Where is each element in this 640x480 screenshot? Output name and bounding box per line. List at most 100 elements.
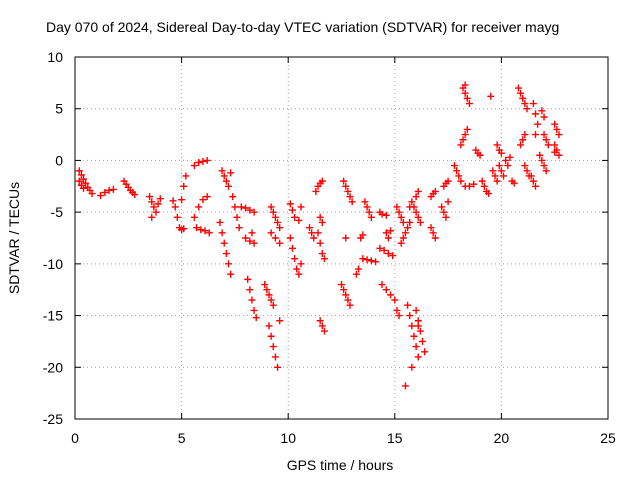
data-point [485, 190, 493, 198]
data-point [246, 237, 254, 245]
data-point [246, 286, 254, 294]
data-point [205, 229, 213, 237]
data-point [318, 250, 326, 258]
data-point [410, 332, 418, 340]
data-point [489, 167, 497, 175]
data-point [148, 213, 156, 221]
data-point [382, 229, 390, 237]
data-point [75, 167, 83, 175]
data-point [203, 193, 211, 201]
data-point [218, 167, 226, 175]
data-point [500, 172, 508, 180]
y-axis: 10 5 0 -5 -10 -15 -20 -25 [43, 49, 608, 427]
data-point [414, 187, 422, 195]
data-point [470, 180, 478, 188]
data-point [242, 204, 250, 212]
x-tick-label: 25 [600, 430, 616, 446]
data-point [276, 317, 284, 325]
data-point [248, 229, 256, 237]
data-point [269, 343, 277, 351]
data-point [227, 270, 235, 278]
data-point [80, 175, 88, 183]
data-point [320, 327, 328, 335]
data-point [195, 203, 203, 211]
data-point [442, 213, 450, 221]
data-point [540, 113, 548, 121]
data-point [391, 296, 399, 304]
data-point [521, 100, 529, 108]
data-point [359, 231, 367, 239]
data-point [352, 270, 360, 278]
y-tick-label: 0 [55, 152, 63, 168]
data-point [521, 162, 529, 170]
data-point [414, 213, 422, 221]
data-point [455, 172, 463, 180]
data-point [288, 206, 296, 214]
data-point [355, 265, 363, 273]
data-point [265, 322, 273, 330]
data-point [382, 286, 390, 294]
data-point [487, 92, 495, 100]
data-point [387, 227, 395, 235]
data-point [401, 229, 409, 237]
data-point [346, 301, 354, 309]
data-point [461, 81, 469, 89]
data-point [555, 151, 563, 159]
data-point [444, 177, 452, 185]
data-point [180, 225, 188, 233]
x-tick-label: 20 [494, 430, 510, 446]
data-point [506, 153, 514, 161]
data-point [199, 196, 207, 204]
data-point [523, 105, 531, 113]
data-point [154, 200, 162, 208]
data-point [408, 322, 416, 330]
data-point [401, 382, 409, 390]
y-tick-label: -20 [43, 359, 63, 375]
data-point [225, 182, 233, 190]
data-point [286, 200, 294, 208]
data-point [105, 186, 113, 194]
data-point [203, 156, 211, 164]
data-point [465, 100, 473, 108]
data-point [82, 179, 90, 187]
data-point [250, 208, 258, 216]
data-point [399, 234, 407, 242]
data-point [529, 100, 537, 108]
data-point [412, 193, 420, 201]
data-point [431, 187, 439, 195]
data-point [457, 177, 465, 185]
data-point [150, 203, 158, 211]
data-point [453, 167, 461, 175]
data-point [235, 224, 243, 232]
data-point [218, 229, 226, 237]
data-point [318, 177, 326, 185]
data-point [201, 227, 209, 235]
data-point [265, 291, 273, 299]
x-tick-label: 5 [178, 430, 186, 446]
data-point [397, 213, 405, 221]
data-point [250, 306, 258, 314]
data-point [542, 167, 550, 175]
data-point [271, 353, 279, 361]
data-point [438, 203, 446, 211]
data-point [199, 157, 207, 165]
data-point [293, 265, 301, 273]
data-point [532, 182, 540, 190]
data-point [271, 234, 279, 242]
data-point [88, 190, 96, 198]
data-point [246, 206, 254, 214]
data-point [372, 258, 380, 266]
data-point [261, 281, 269, 289]
data-point [75, 177, 83, 185]
data-point [222, 177, 230, 185]
y-axis-label: SDTVAR / TECUs [6, 182, 22, 294]
data-point [340, 177, 348, 185]
data-point [491, 172, 499, 180]
data-point [416, 327, 424, 335]
data-point [544, 141, 552, 149]
y-tick-label: -25 [43, 411, 63, 427]
data-point [338, 281, 345, 289]
data-point [527, 172, 535, 180]
data-point [77, 171, 85, 179]
